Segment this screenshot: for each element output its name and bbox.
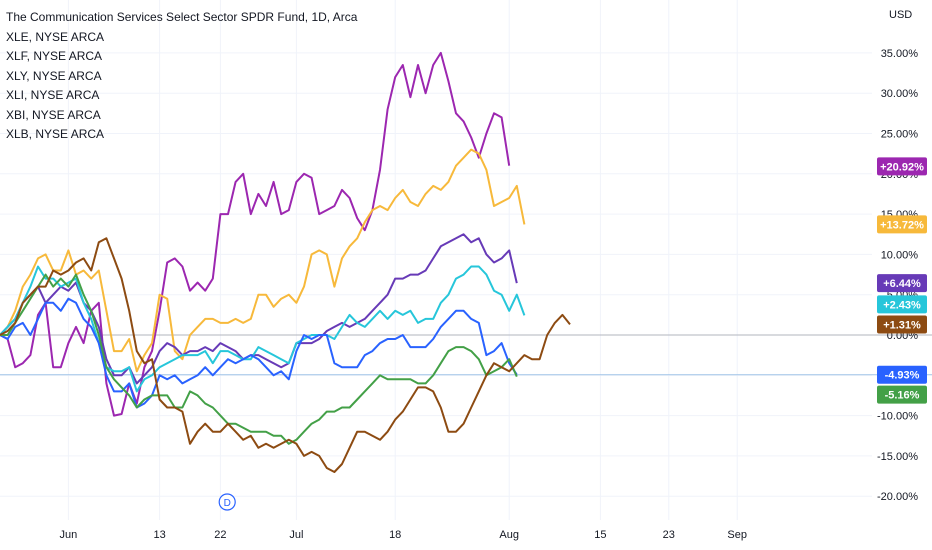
y-tick-label: 10.00% (881, 249, 919, 261)
series-line-3[interactable] (0, 265, 526, 393)
value-badge: +20.92% (877, 157, 927, 176)
legend-item-xly[interactable]: XLY, NYSE ARCA (6, 68, 102, 83)
x-tick-label: Jun (60, 529, 78, 541)
value-badge-bg (877, 365, 927, 384)
x-tick-label: 18 (389, 529, 401, 541)
value-badge-text: +6.44% (883, 278, 921, 290)
chart-legend: The Communication Services Select Sector… (6, 8, 357, 145)
series-line-2[interactable] (0, 233, 518, 385)
value-badge: +13.72% (877, 215, 927, 234)
y-tick-label: -20.00% (877, 491, 918, 503)
y-tick-label: 35.00% (881, 48, 919, 60)
value-badge-bg (877, 295, 927, 314)
x-tick-label: Jul (289, 529, 303, 541)
chart-title: The Communication Services Select Sector… (6, 10, 358, 24)
series-line-6[interactable] (0, 237, 571, 473)
value-badge: +2.43% (877, 295, 927, 314)
series-line-0[interactable] (0, 51, 511, 417)
value-badge-text: +13.72% (880, 219, 924, 231)
currency-label: USD (889, 9, 912, 21)
y-tick-label: 30.00% (881, 88, 919, 100)
series-line-5[interactable] (0, 273, 518, 445)
value-badge-text: +2.43% (883, 299, 921, 311)
value-badge-text: -5.16% (885, 390, 920, 402)
x-tick-label: Aug (499, 529, 519, 541)
legend-item-xlb[interactable]: XLB, NYSE ARCA (6, 127, 105, 141)
legend-item-xlf[interactable]: XLF, NYSE ARCA (6, 49, 103, 63)
value-badge-text: -4.93% (885, 370, 920, 382)
y-tick-label: -10.00% (877, 411, 918, 423)
x-tick-label: 13 (153, 529, 165, 541)
legend-item-xbi[interactable]: XBI, NYSE ARCA (6, 107, 101, 122)
legend-item-xli[interactable]: XLI, NYSE ARCA (6, 88, 100, 102)
value-badge-bg (877, 215, 927, 234)
value-badge: -5.16% (877, 385, 927, 404)
value-badge-bg (877, 157, 927, 176)
value-badge-bg (877, 315, 927, 334)
series-line-1[interactable] (0, 148, 526, 373)
value-badge-text: +1.31% (883, 320, 921, 332)
value-badge: +1.31% (877, 315, 927, 334)
dividend-marker[interactable] (218, 493, 236, 511)
dividend-marker-label: D (224, 498, 231, 509)
value-badge-bg (877, 385, 927, 404)
value-badge: -4.93% (877, 365, 927, 384)
x-tick-label: 23 (663, 529, 675, 541)
series-line-4[interactable] (0, 297, 518, 409)
value-badge-bg (877, 274, 927, 293)
x-tick-label: Sep (727, 529, 747, 541)
y-tick-label: 25.00% (881, 129, 919, 141)
value-badge: +6.44% (877, 274, 927, 293)
y-tick-label: -15.00% (877, 451, 918, 463)
x-tick-label: 22 (214, 529, 226, 541)
legend-item-xle[interactable]: XLE, NYSE ARCA (6, 29, 105, 44)
x-tick-label: 15 (594, 529, 606, 541)
value-badge-text: +20.92% (880, 161, 924, 173)
